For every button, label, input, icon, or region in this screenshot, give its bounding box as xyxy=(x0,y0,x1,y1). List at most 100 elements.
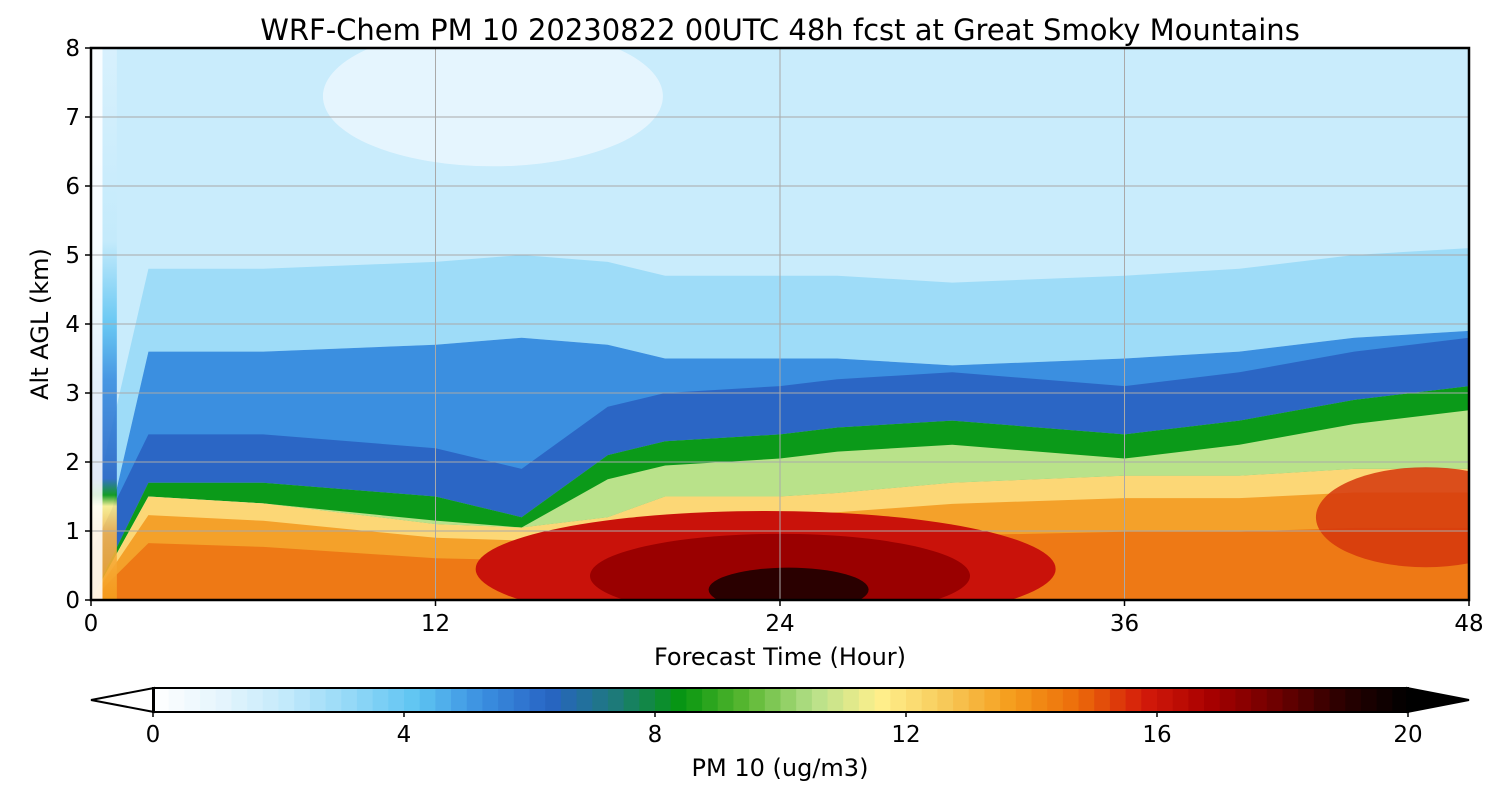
colorbar-segment xyxy=(482,688,499,712)
colorbar-segment xyxy=(1125,688,1142,712)
colorbar-segment xyxy=(1062,688,1080,712)
colorbar-segment xyxy=(623,688,640,712)
y-tick-label: 0 xyxy=(65,588,80,614)
colorbar-segment xyxy=(811,688,829,712)
colorbar-segment xyxy=(874,688,891,712)
colorbar-segment xyxy=(1078,688,1095,712)
colorbar-segment xyxy=(702,688,719,712)
y-tick-label: 3 xyxy=(65,381,80,407)
colorbar-segment xyxy=(231,688,248,712)
colorbar-segment xyxy=(843,688,860,712)
colorbar-segment xyxy=(890,688,907,712)
colorbar-segment xyxy=(560,688,578,712)
colorbar-segment xyxy=(717,688,735,712)
colorbar-segment xyxy=(1157,688,1174,712)
colorbar-segment xyxy=(1141,688,1158,712)
colorbar-segment xyxy=(1345,688,1362,712)
colorbar-segment xyxy=(953,688,970,712)
x-axis-ticks: 0 12 24 36 48 xyxy=(84,600,1484,637)
y-tick-label: 2 xyxy=(65,450,80,476)
colorbar-segment xyxy=(1219,688,1237,712)
colorbar-segment xyxy=(247,688,264,712)
colorbar-max-extend xyxy=(1406,686,1470,714)
colorbar-segment xyxy=(1188,688,1205,712)
x-axis-label: Forecast Time (Hour) xyxy=(654,643,906,671)
y-tick-label: 5 xyxy=(65,243,80,269)
colorbar-segment xyxy=(529,688,546,712)
colorbar-segment xyxy=(1235,688,1252,712)
colorbar-segment xyxy=(576,688,593,712)
colorbar-tick-label: 4 xyxy=(397,722,412,748)
colorbar-segment xyxy=(906,688,923,712)
colorbar-segment xyxy=(1094,688,1111,712)
colorbar-segment xyxy=(451,688,468,712)
colorbar-segment xyxy=(1266,688,1284,712)
colorbar-segment xyxy=(435,688,452,712)
pale-upper-patch xyxy=(322,48,663,167)
colorbar-segment xyxy=(592,688,609,712)
y-axis-ticks: 0 1 2 3 4 5 6 7 8 xyxy=(65,36,91,614)
y-tick-label: 1 xyxy=(65,519,80,545)
colorbar-segment xyxy=(545,688,562,712)
colorbar-segment xyxy=(466,688,484,712)
colorbar-tick-label: 0 xyxy=(146,722,161,748)
colorbar-segment xyxy=(1251,688,1268,712)
colorbar-segment xyxy=(764,688,782,712)
colorbar-segment xyxy=(1015,688,1033,712)
colorbar-segment xyxy=(513,688,531,712)
colorbar-segment xyxy=(498,688,515,712)
colorbar-segment xyxy=(278,688,295,712)
colorbar-segment xyxy=(1329,688,1346,712)
colorbar-segment xyxy=(670,688,687,712)
band-light-green xyxy=(91,410,1469,600)
chart-title: WRF-Chem PM 10 20230822 00UTC 48h fcst a… xyxy=(260,13,1300,47)
colorbar-segment xyxy=(1313,688,1331,712)
colorbar-segment xyxy=(968,688,986,712)
red-patch-end xyxy=(1315,467,1469,568)
colorbar-segment xyxy=(325,688,342,712)
colorbar-segment xyxy=(1298,688,1315,712)
colorbar-segment xyxy=(1376,688,1393,712)
colorbar-segment xyxy=(749,688,766,712)
x-tick-label: 24 xyxy=(765,611,794,637)
colorbar-segment xyxy=(733,688,750,712)
colorbar-segment xyxy=(419,688,436,712)
colorbar-segment xyxy=(1172,688,1189,712)
y-tick-label: 4 xyxy=(65,312,80,338)
colorbar-segment xyxy=(984,688,1001,712)
colorbar-segment xyxy=(294,688,311,712)
colorbar-tick-label: 12 xyxy=(891,722,920,748)
colorbar-segment xyxy=(1000,688,1017,712)
colorbar-segment xyxy=(686,688,703,712)
y-tick-label: 6 xyxy=(65,174,80,200)
colorbar xyxy=(90,686,1470,714)
colorbar-segment xyxy=(262,688,280,712)
colorbar-segment xyxy=(1204,688,1221,712)
colorbar-segment xyxy=(388,688,405,712)
x-tick-label: 36 xyxy=(1110,611,1139,637)
colorbar-segment xyxy=(168,688,185,712)
colorbar-segment xyxy=(153,688,170,712)
colorbar-segment xyxy=(215,688,233,712)
colorbar-segment xyxy=(1360,688,1378,712)
y-tick-label: 8 xyxy=(65,36,80,62)
colorbar-segment xyxy=(1282,688,1299,712)
colorbar-segment xyxy=(858,688,876,712)
colorbar-segment xyxy=(1047,688,1064,712)
colorbar-tick-label: 8 xyxy=(648,722,663,748)
colorbar-segment xyxy=(655,688,672,712)
colorbar-segment xyxy=(780,688,797,712)
colorbar-min-extend xyxy=(90,686,155,714)
black-max-core xyxy=(708,567,869,600)
colorbar-tick-label: 16 xyxy=(1142,722,1171,748)
colorbar-segment xyxy=(607,688,625,712)
colorbar-segment xyxy=(921,688,938,712)
colorbar-label: PM 10 (ug/m3) xyxy=(692,754,869,782)
x-tick-label: 12 xyxy=(421,611,450,637)
colorbar-segment xyxy=(200,688,217,712)
colorbar-segment xyxy=(1392,688,1409,712)
colorbar-segment xyxy=(404,688,421,712)
colorbar-segment xyxy=(1031,688,1048,712)
colorbar-segment xyxy=(356,688,374,712)
